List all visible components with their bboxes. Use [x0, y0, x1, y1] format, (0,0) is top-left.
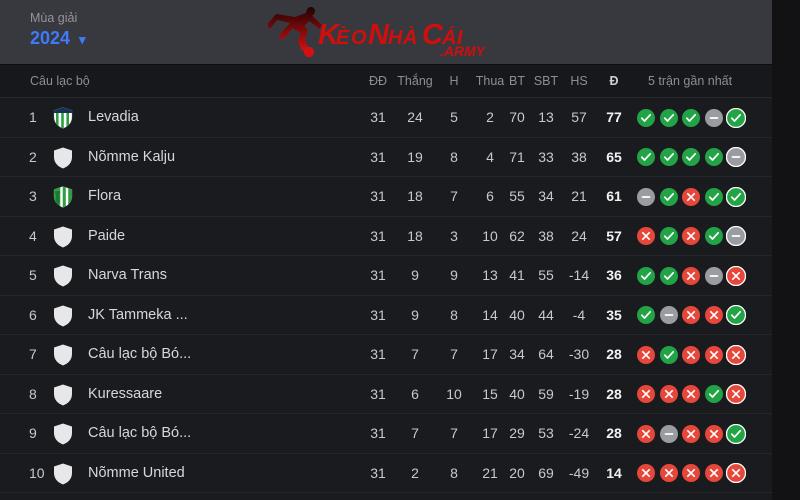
svg-text:.ARMY: .ARMY — [440, 43, 487, 59]
svg-text:È: È — [336, 26, 350, 49]
svg-text:À: À — [402, 26, 417, 49]
svg-text:N: N — [368, 19, 390, 51]
svg-text:H: H — [388, 27, 403, 49]
svg-text:O: O — [351, 27, 367, 49]
